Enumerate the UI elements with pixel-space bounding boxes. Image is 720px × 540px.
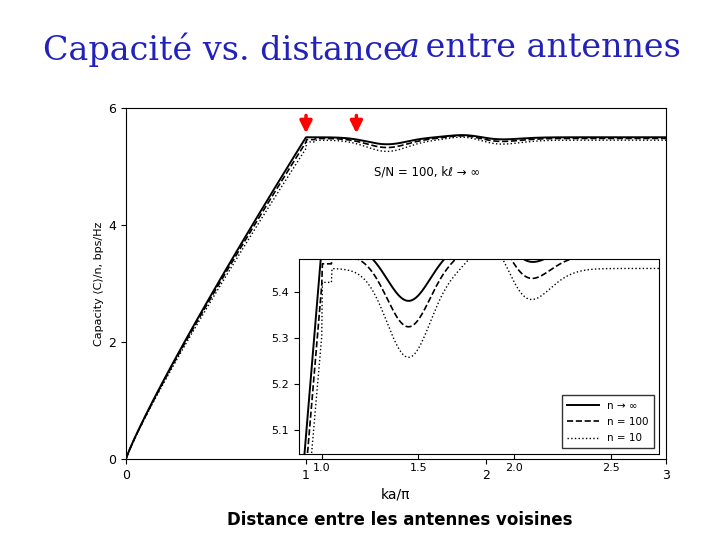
Legend: n → ∞, n = 100, n = 10: n → ∞, n = 100, n = 10 (562, 395, 654, 448)
Text: Distance entre les antennes voisines: Distance entre les antennes voisines (227, 511, 572, 529)
X-axis label: ka/π: ka/π (382, 487, 410, 501)
Text: entre antennes: entre antennes (415, 32, 680, 64)
Text: Capacité vs. distance: Capacité vs. distance (43, 32, 413, 67)
Text: S/N = 100, kℓ → ∞: S/N = 100, kℓ → ∞ (374, 165, 480, 178)
Y-axis label: Capacity ⟨C⟩/n, bps/Hz: Capacity ⟨C⟩/n, bps/Hz (94, 221, 104, 346)
Text: a: a (400, 32, 420, 64)
